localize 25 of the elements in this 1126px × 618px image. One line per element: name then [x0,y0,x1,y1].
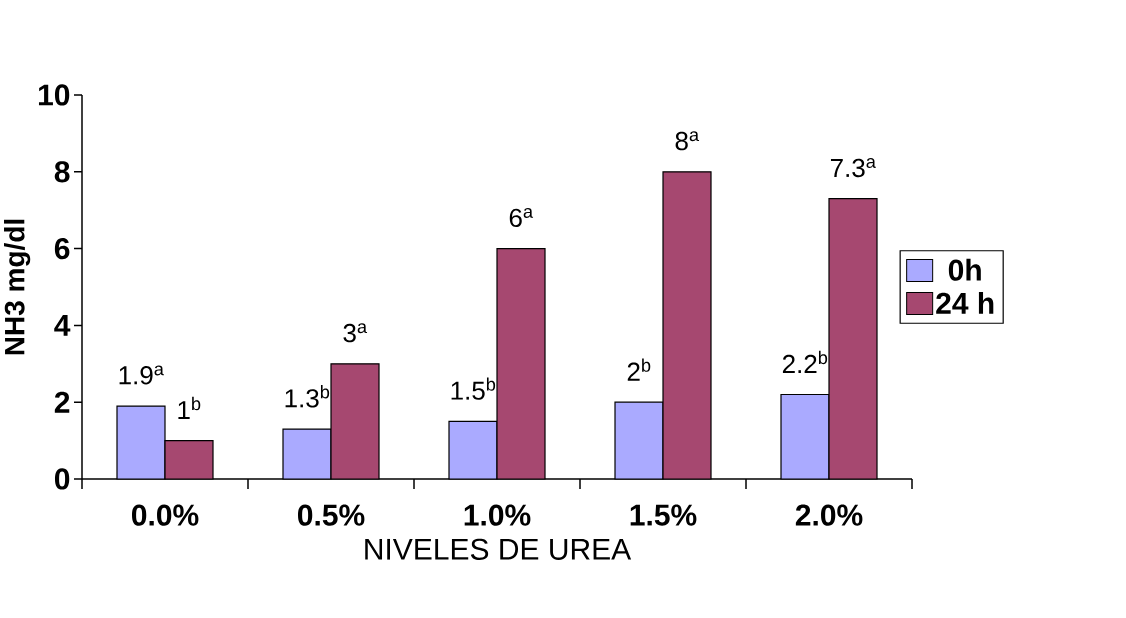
data-label: 1.3$^{b}$ [285,385,330,408]
data-label: 6$^{a}$ [509,207,534,228]
legend-label: 24 h [936,292,994,314]
data-label: 1$^{b}$ [178,396,201,420]
data-label: 2.2$^{b}$ [782,350,828,373]
data-label: 7.3$^{a}$ [830,158,876,178]
y-tick-label: 8 [54,161,70,183]
x-tick-label: 2.0% [795,504,863,526]
data-label: 1.9$^{a}$ [119,365,164,385]
legend-label: 0h [948,258,981,281]
data-label: 1.5$^{b}$ [451,377,496,400]
y-axis-title: NH3 mg/dl [4,219,31,355]
y-tick-label: 0 [54,468,70,490]
x-tick-label: 1.0% [464,504,531,526]
y-tick-label: 6 [54,237,70,260]
data-label: 2$^{b}$ [627,358,651,381]
x-axis-title: NIVELES DE UREA [365,538,632,560]
x-tick-label: 0.0% [132,504,199,526]
data-label: 3$^{a}$ [343,323,368,343]
y-tick-label: 2 [54,391,70,413]
y-tick-label: 10 [38,84,70,106]
y-tick-label: 4 [54,315,71,336]
x-tick-label: 1.5% [630,504,697,526]
data-label: 8$^{a}$ [675,131,700,151]
x-tick-label: 0.5% [298,504,365,526]
